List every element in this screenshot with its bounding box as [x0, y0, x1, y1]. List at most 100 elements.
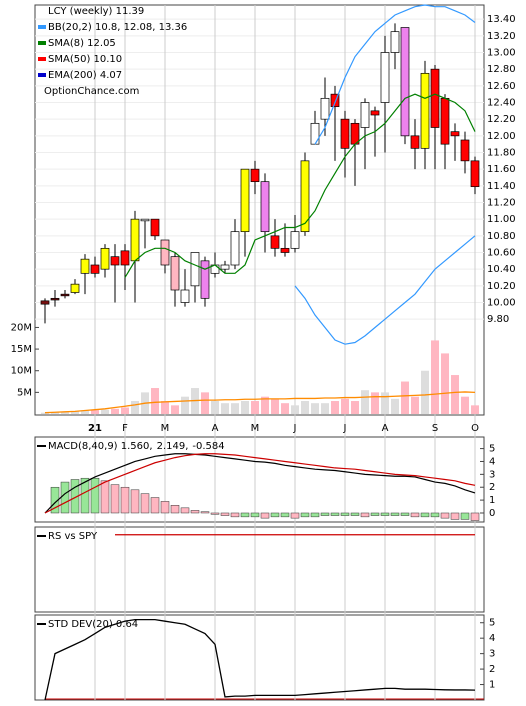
histogram-bar — [230, 512, 240, 518]
volume-bar — [301, 401, 309, 414]
candle-body — [60, 293, 70, 297]
volume-bar — [211, 401, 219, 414]
y-tick-label: 13.20 — [487, 31, 516, 42]
candle-body — [80, 258, 90, 274]
x-tick-label: A — [382, 423, 389, 434]
volume-bar — [321, 403, 329, 414]
volume-bar — [131, 401, 139, 414]
y-tick-label: 13.00 — [487, 48, 516, 59]
y-tick-label: 9.80 — [487, 314, 509, 325]
candle-body — [40, 300, 50, 305]
candle-body — [400, 27, 410, 137]
volume-bar — [441, 353, 449, 414]
legend-label: -0.584 — [192, 441, 224, 452]
histogram-bar — [330, 512, 340, 516]
volume-bar — [331, 401, 339, 414]
y-tick-label: 4 — [489, 456, 495, 467]
volume-bar — [431, 340, 439, 414]
indicator-line — [44, 618, 476, 701]
histogram-bar — [420, 512, 430, 518]
candle-body — [220, 264, 230, 270]
y-tick-label: 12.80 — [487, 64, 516, 75]
candle-body — [70, 283, 80, 293]
histogram-bar — [140, 493, 150, 514]
histogram-bar — [260, 512, 270, 519]
y2-tick-label: 20M — [11, 322, 32, 333]
candle-body — [330, 93, 340, 108]
y2-tick-label: 10M — [11, 366, 32, 377]
volume-bar — [311, 403, 319, 414]
candle-body — [130, 218, 140, 262]
y-tick-label: 10.80 — [487, 231, 516, 242]
candle-body — [240, 168, 250, 233]
y-tick-label: 11.00 — [487, 214, 516, 225]
y-tick-label: 3 — [489, 649, 495, 660]
legend-label: SMA(50) 10.10 — [48, 54, 122, 65]
histogram-bar — [470, 512, 480, 521]
indicator-line — [124, 93, 476, 278]
volume-bar — [81, 410, 89, 414]
volume-bar — [151, 388, 159, 414]
legend-label: MACD(8,40,9) 1.560, — [48, 441, 153, 452]
y-tick-label: 11.40 — [487, 181, 516, 192]
candle-body — [50, 297, 60, 301]
histogram-bar — [220, 512, 230, 516]
histogram-bar — [270, 512, 280, 518]
volume-bar — [261, 396, 269, 414]
volume-bar — [51, 412, 59, 414]
legend-label: BB(20,2) 10.8, 12.08, 13.36 — [48, 22, 187, 33]
histogram-bar — [190, 510, 200, 514]
histogram-bar — [310, 512, 320, 518]
volume-bar — [471, 405, 479, 414]
candle-body — [300, 160, 310, 233]
y-tick-label: 10.20 — [487, 281, 516, 292]
histogram-bar — [160, 501, 170, 514]
volume-bar — [41, 412, 49, 414]
histogram-bar — [360, 512, 370, 518]
histogram-bar — [290, 512, 300, 519]
candle-body — [290, 231, 300, 249]
candle-body — [470, 160, 480, 188]
volume-bar — [291, 405, 299, 414]
volume-bar — [451, 375, 459, 414]
candle-body — [280, 247, 290, 253]
volume-bar — [421, 370, 429, 414]
y-tick-label: 13.40 — [487, 14, 516, 25]
histogram-bar — [60, 481, 70, 514]
y-tick-label: 11.60 — [487, 164, 516, 175]
legend-label: STD DEV(20) 0.64 — [48, 619, 138, 630]
y-tick-label: 5 — [489, 618, 495, 629]
histogram-bar — [50, 486, 60, 514]
histogram-bar — [180, 507, 190, 514]
candle-body — [260, 181, 270, 233]
volume-bar — [251, 401, 259, 414]
macd-panel — [34, 436, 485, 523]
std-panel — [34, 614, 485, 701]
legend-swatch — [38, 25, 46, 29]
y-tick-label: 11.20 — [487, 198, 516, 209]
candle-body — [340, 118, 350, 149]
histogram-bar — [120, 486, 130, 514]
y-tick-label: 1 — [489, 680, 495, 691]
volume-bar — [101, 409, 109, 414]
candle-body — [460, 139, 470, 162]
volume-bar — [181, 396, 189, 414]
candle-body — [450, 131, 460, 137]
candle-body — [100, 247, 110, 270]
histogram-bar — [150, 497, 160, 514]
y-tick-label: 10.60 — [487, 248, 516, 259]
candle-body — [140, 218, 150, 222]
histogram-bar — [450, 512, 460, 520]
x-tick-label: A — [212, 423, 219, 434]
x-tick-label: J — [343, 423, 347, 434]
rs-panel — [34, 526, 485, 613]
y-tick-label: 4 — [489, 633, 495, 644]
volume-bar — [231, 403, 239, 414]
y2-tick-label: 5M — [17, 387, 32, 398]
volume-bar — [281, 403, 289, 414]
histogram-bar — [250, 512, 260, 518]
volume-bar — [461, 396, 469, 414]
legend-swatch — [38, 57, 46, 61]
candle-body — [110, 256, 120, 266]
candle-body — [410, 135, 420, 149]
